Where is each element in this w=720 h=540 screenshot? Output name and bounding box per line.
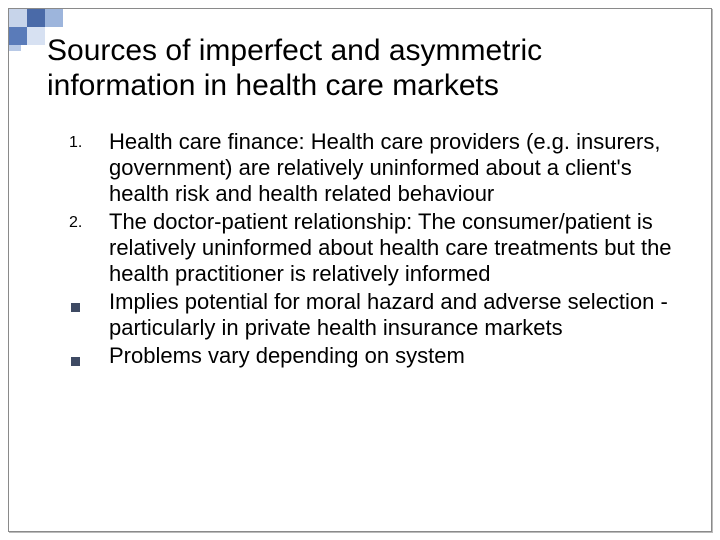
square-bullet-icon bbox=[63, 343, 109, 372]
deco-square bbox=[9, 27, 27, 45]
deco-square bbox=[27, 27, 45, 45]
list-item-text: Problems vary depending on system bbox=[109, 343, 673, 369]
deco-square bbox=[9, 45, 21, 51]
list-item-text: Health care finance: Health care provide… bbox=[109, 129, 673, 207]
number-marker: 2. bbox=[63, 209, 109, 233]
number-marker: 1. bbox=[63, 129, 109, 153]
square-bullet-icon bbox=[71, 357, 80, 366]
list-item-text: The doctor-patient relationship: The con… bbox=[109, 209, 673, 287]
square-bullet-icon bbox=[63, 289, 109, 318]
deco-square bbox=[9, 9, 27, 27]
slide-title: Sources of imperfect and asymmetric info… bbox=[47, 33, 681, 104]
square-bullet-icon bbox=[71, 303, 80, 312]
deco-square bbox=[45, 9, 63, 27]
list-item: 2.The doctor-patient relationship: The c… bbox=[63, 209, 673, 287]
slide-frame: Sources of imperfect and asymmetric info… bbox=[8, 8, 712, 532]
list-item: Implies potential for moral hazard and a… bbox=[63, 289, 673, 341]
list-item: Problems vary depending on system bbox=[63, 343, 673, 372]
slide-body: 1.Health care finance: Health care provi… bbox=[63, 129, 673, 374]
deco-square bbox=[27, 9, 45, 27]
list-item-text: Implies potential for moral hazard and a… bbox=[109, 289, 673, 341]
list-item: 1.Health care finance: Health care provi… bbox=[63, 129, 673, 207]
